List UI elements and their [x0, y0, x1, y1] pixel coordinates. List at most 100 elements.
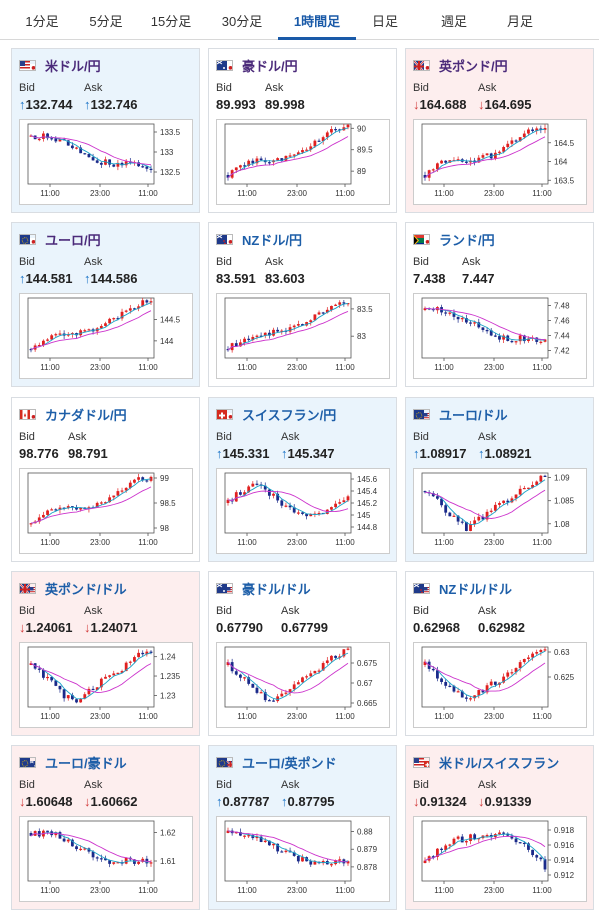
pair-name-link[interactable]: 米ドル/円	[45, 58, 101, 74]
plot-frame	[421, 123, 549, 185]
plot-frame	[224, 646, 352, 708]
candle-body	[309, 514, 313, 517]
pair-name-link[interactable]: ユーロ/ドル	[439, 407, 508, 423]
pair-name-link[interactable]: ユーロ/円	[45, 232, 101, 248]
price-chart[interactable]: 1.09 1.085 1.08 11:00 23:00 11:00	[413, 468, 587, 554]
y-tick-label: 133.5	[160, 128, 181, 137]
pair-name-link[interactable]: NZドル/円	[242, 232, 302, 248]
bid-label: Bid	[216, 431, 232, 443]
candle-body	[292, 154, 296, 156]
candle-body	[234, 671, 238, 675]
bid-label: Bid	[216, 82, 232, 94]
price-chart[interactable]: 99 98.5 98 11:00 23:00 11:00	[19, 468, 193, 554]
price-chart[interactable]: 0.88 0.879 0.878 11:00 23:00 11:00	[216, 816, 390, 902]
y-tick-label: 144	[160, 337, 174, 346]
rate-card[interactable]: NZドル/円 Bid Ask 83.591 83.603 83.5 83 11:00 23:00…	[208, 222, 397, 387]
rate-card[interactable]: 豪ドル/ドル Bid Ask 0.67790 0.67799 0.675 0.67 0.665…	[208, 571, 397, 736]
rate-card[interactable]: ユーロ/円 Bid Ask ↑144.581 ↑144.586 144.5 144 11:00…	[11, 222, 200, 387]
rate-card[interactable]: スイスフラン/円 Bid Ask ↑145.331 ↑145.347 145.6 145.4…	[208, 397, 397, 562]
rate-card[interactable]: 米ドル/スイスフラン Bid Ask ↓0.91324 ↓0.91339 0.918 0.9…	[405, 745, 594, 910]
rate-card[interactable]: 豪ドル/円 Bid Ask 89.993 89.998 90 89.5 89 11:00 23:0…	[208, 48, 397, 213]
candle-body	[66, 506, 70, 508]
pair-name-link[interactable]: 英ポンド/円	[439, 58, 508, 74]
candle-body	[464, 841, 468, 843]
candle-body	[141, 166, 145, 168]
tab-6[interactable]: 週足	[440, 14, 467, 29]
pair-name-link[interactable]: スイスフラン/円	[242, 407, 337, 423]
candle-body	[255, 836, 259, 839]
x-tick-label: 23:00	[90, 538, 111, 547]
rate-card[interactable]: 米ドル/円 Bid Ask ↑132.744 ↑132.746 133.5 133 132.5…	[11, 48, 200, 213]
rate-card[interactable]: ユーロ/ドル Bid Ask ↑1.08917 ↑1.08921 1.09 1.085 1.0…	[405, 397, 594, 562]
candle-body	[112, 318, 116, 320]
bid-label: Bid	[413, 779, 429, 791]
plot-frame	[421, 472, 549, 534]
price-chart[interactable]: 7.48 7.46 7.44 7.42 11:00 23:00 11:00	[413, 293, 587, 379]
card-header: NZドル/円	[216, 230, 302, 248]
candle-body	[243, 492, 246, 495]
y-tick-label: 145.6	[357, 475, 378, 484]
tab-3[interactable]: 30分足	[221, 14, 263, 29]
y-tick-label: 1.23	[160, 691, 176, 700]
rate-card[interactable]: ユーロ/豪ドル Bid Ask ↓1.60648 ↓1.60662 1.62 1.61 11:…	[11, 745, 200, 910]
ask-value: 132.746	[90, 97, 138, 112]
price-chart[interactable]: 0.675 0.67 0.665 11:00 23:00 11:00	[216, 642, 390, 728]
candle-body	[62, 838, 66, 842]
y-tick-label: 7.46	[554, 317, 570, 326]
candle-body	[108, 675, 112, 677]
candle-body	[255, 687, 259, 693]
y-tick-label: 89	[357, 167, 366, 176]
moving-average-long	[424, 661, 546, 692]
pair-name-link[interactable]: ユーロ/英ポンド	[242, 755, 337, 771]
price-chart[interactable]: 133.5 133 132.5 11:00 23:00 11:00	[19, 119, 193, 205]
candle-body	[263, 692, 267, 701]
price-chart[interactable]: 164.5 164 163.5 11:00 23:00 11:00	[413, 119, 587, 205]
candle-body	[460, 521, 464, 523]
price-chart[interactable]: 0.63 0.625 11:00 23:00 11:00	[413, 642, 587, 728]
tab-2[interactable]: 15分足	[150, 14, 192, 29]
candle-body	[313, 861, 317, 865]
rate-card[interactable]: ユーロ/英ポンド Bid Ask ↑0.87787 ↑0.87795 0.88 0.879 0…	[208, 745, 397, 910]
candle-body	[95, 502, 99, 508]
plot-frame	[224, 123, 352, 185]
tab-4[interactable]: 1時間足	[278, 0, 356, 40]
price-chart[interactable]: 90 89.5 89 11:00 23:00 11:00	[216, 119, 390, 205]
price-chart[interactable]: 1.24 1.235 1.23 11:00 23:00 11:00	[19, 642, 193, 728]
price-chart[interactable]: 145.6 145.4 145.2 145 144.8 11:00 23:00 11:00	[216, 468, 390, 554]
pair-name-link[interactable]: 豪ドル/ドル	[242, 581, 311, 597]
candle-body	[535, 481, 539, 485]
rate-card[interactable]: カナダドル/円 Bid Ask 98.776 98.791 99 98.5 98 11:00 23…	[11, 397, 200, 562]
ask-label: Ask	[281, 605, 300, 617]
rate-card[interactable]: ランド/円 Bid Ask 7.438 7.447 7.48 7.46 7.44 7.42 11:…	[405, 222, 594, 387]
rate-card[interactable]: 英ポンド/円 Bid Ask ↓164.688 ↓164.695 164.5 164 163.…	[405, 48, 594, 213]
pair-name-link[interactable]: NZドル/ドル	[439, 581, 512, 597]
pair-name-link[interactable]: 豪ドル/円	[242, 58, 298, 74]
candle-body	[321, 663, 325, 671]
bid-label: Bid	[19, 82, 35, 94]
pair-name-link[interactable]: カナダドル/円	[45, 407, 127, 423]
pair-name-link[interactable]: ユーロ/豪ドル	[45, 755, 127, 771]
tab-1[interactable]: 5分足	[89, 14, 123, 29]
price-chart[interactable]: 144.5 144 11:00 23:00 11:00	[19, 293, 193, 379]
pair-name-link[interactable]: 米ドル/スイスフラン	[439, 755, 560, 771]
bid-price: ↓0.91324	[413, 794, 467, 809]
rate-card[interactable]: NZドル/ドル Bid Ask 0.62968 0.62982 0.63 0.625 11:0…	[405, 571, 594, 736]
price-chart[interactable]: 83.5 83 11:00 23:00 11:00	[216, 293, 390, 379]
candle-body	[50, 335, 54, 340]
card-header: ユーロ/豪ドル	[19, 753, 127, 771]
x-tick-label: 11:00	[335, 886, 355, 895]
tab-5[interactable]: 日足	[371, 14, 398, 29]
tab-0[interactable]: 1分足	[25, 14, 59, 29]
candle-body	[108, 318, 112, 324]
candle-body	[54, 138, 58, 142]
pair-name-link[interactable]: ランド/円	[439, 232, 495, 248]
candle-body	[502, 147, 506, 152]
candle-body	[54, 509, 58, 511]
candle-body	[489, 681, 493, 686]
tab-7[interactable]: 月足	[506, 14, 533, 29]
candle-body	[539, 128, 543, 130]
pair-name-link[interactable]: 英ポンド/ドル	[45, 581, 127, 597]
rate-card[interactable]: 英ポンド/ドル Bid Ask ↓1.24061 ↓1.24071 1.24 1.235 1.…	[11, 571, 200, 736]
price-chart[interactable]: 0.918 0.916 0.914 0.912 11:00 23:00 11:00	[413, 816, 587, 902]
price-chart[interactable]: 1.62 1.61 11:00 23:00 11:00	[19, 816, 193, 902]
